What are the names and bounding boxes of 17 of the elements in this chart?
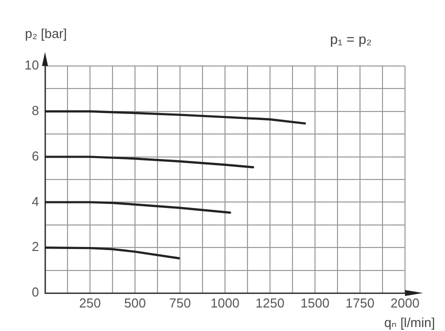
text: p₁ = p₂ bbox=[330, 31, 372, 47]
x-tick-label: 500 bbox=[124, 295, 146, 310]
y-tick-label: 2 bbox=[32, 239, 39, 254]
x-tick-label: 1000 bbox=[210, 295, 240, 310]
x-tick-label: 250 bbox=[79, 295, 101, 310]
y-tick-label: 6 bbox=[32, 148, 39, 164]
x-tick-label: 2000 bbox=[390, 295, 420, 310]
x-tick-label: 750 bbox=[169, 295, 191, 310]
x-tick-label: 1750 bbox=[346, 295, 374, 310]
x-tick-label: 1500 bbox=[300, 295, 330, 310]
x-tick-label: 1250 bbox=[256, 295, 284, 310]
x-axis-title: qₙ [l/min] bbox=[384, 315, 435, 331]
y-tick-label: 4 bbox=[32, 194, 39, 209]
y-tick-label: 8 bbox=[32, 102, 39, 118]
y-tick-label: 10 bbox=[24, 58, 39, 73]
y-axis-title: p₂ [bar] bbox=[25, 26, 67, 41]
y-tick-label: 0 bbox=[32, 284, 39, 300]
